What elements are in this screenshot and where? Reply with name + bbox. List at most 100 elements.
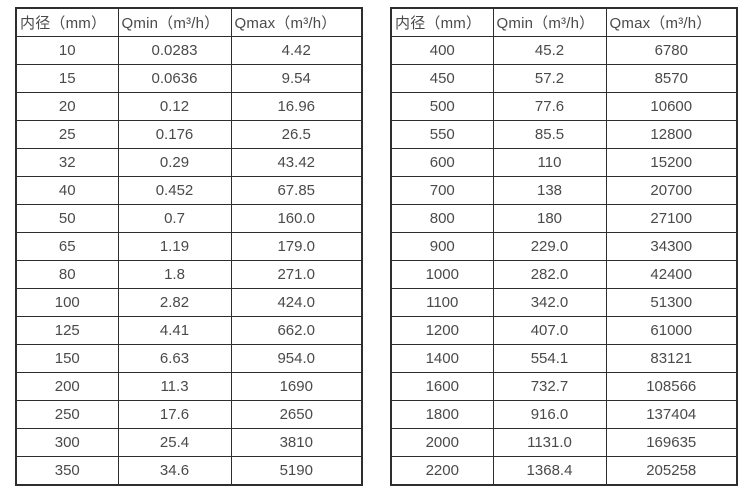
table-cell: 1131.0 <box>492 428 607 457</box>
table-cell: 600 <box>390 148 494 177</box>
table-row: 20 0.12 16.96 <box>15 92 363 121</box>
table-cell: 2650 <box>230 400 363 429</box>
table-cell: 10600 <box>605 92 738 121</box>
table-cell: 77.6 <box>492 92 607 121</box>
spec-table-large-diameters: 内径（mm） Qmin（m³/h） Qmax（m³/h） 400 45.2 6780… <box>390 7 738 486</box>
table-cell: 11.3 <box>117 372 232 401</box>
table-cell: 282.0 <box>492 260 607 289</box>
table-cell: 1800 <box>390 400 494 429</box>
table-header-row: 内径（mm） Qmin（m³/h） Qmax（m³/h） <box>390 7 738 37</box>
table-cell: 9.54 <box>230 64 363 93</box>
table-cell: 500 <box>390 92 494 121</box>
table-cell: 67.85 <box>230 176 363 205</box>
table-cell: 137404 <box>605 400 738 429</box>
table-row: 1000 282.0 42400 <box>390 260 738 289</box>
table-cell: 1.19 <box>117 232 232 261</box>
table-cell: 2.82 <box>117 288 232 317</box>
table-cell: 160.0 <box>230 204 363 233</box>
table-cell: 250 <box>15 400 119 429</box>
table-cell: 550 <box>390 120 494 149</box>
table-cell: 662.0 <box>230 316 363 345</box>
table-cell: 0.12 <box>117 92 232 121</box>
table-cell: 51300 <box>605 288 738 317</box>
table-cell: 0.29 <box>117 148 232 177</box>
table-cell: 125 <box>15 316 119 345</box>
spec-table-small-diameters: 内径（mm） Qmin（m³/h） Qmax（m³/h） 10 0.0283 4.4… <box>15 7 363 486</box>
table-row: 15 0.0636 9.54 <box>15 64 363 93</box>
table-cell: 229.0 <box>492 232 607 261</box>
table-cell: 16.96 <box>230 92 363 121</box>
table-cell: 916.0 <box>492 400 607 429</box>
table-cell: 954.0 <box>230 344 363 373</box>
table-cell: 10 <box>15 36 119 65</box>
table-row: 250 17.6 2650 <box>15 400 363 429</box>
table-cell: 1368.4 <box>492 456 607 486</box>
table-cell: 15200 <box>605 148 738 177</box>
table-cell: 65 <box>15 232 119 261</box>
table-cell: 57.2 <box>492 64 607 93</box>
table-cell: 1600 <box>390 372 494 401</box>
table-cell: 61000 <box>605 316 738 345</box>
table-cell: 180 <box>492 204 607 233</box>
table-body: 400 45.2 6780 450 57.2 8570 500 77.6 10600 550 85.… <box>390 36 738 486</box>
table-cell: 3810 <box>230 428 363 457</box>
table-cell: 1400 <box>390 344 494 373</box>
table-row: 2000 1131.0 169635 <box>390 428 738 457</box>
table-row: 40 0.452 67.85 <box>15 176 363 205</box>
table-row: 450 57.2 8570 <box>390 64 738 93</box>
table-row: 350 34.6 5190 <box>15 456 363 486</box>
table-cell: 83121 <box>605 344 738 373</box>
table-cell: 800 <box>390 204 494 233</box>
column-header-qmax: Qmax（m³/h） <box>605 7 738 37</box>
table-row: 50 0.7 160.0 <box>15 204 363 233</box>
table-cell: 8570 <box>605 64 738 93</box>
table-body: 10 0.0283 4.42 15 0.0636 9.54 20 0.12 16.96 25 0.1… <box>15 36 363 486</box>
table-cell: 85.5 <box>492 120 607 149</box>
column-header-qmin: Qmin（m³/h） <box>117 7 232 37</box>
table-cell: 42400 <box>605 260 738 289</box>
table-cell: 1000 <box>390 260 494 289</box>
table-row: 600 110 15200 <box>390 148 738 177</box>
table-cell: 450 <box>390 64 494 93</box>
table-cell: 25 <box>15 120 119 149</box>
table-row: 32 0.29 43.42 <box>15 148 363 177</box>
table-cell: 6780 <box>605 36 738 65</box>
table-cell: 40 <box>15 176 119 205</box>
table-cell: 50 <box>15 204 119 233</box>
table-cell: 342.0 <box>492 288 607 317</box>
table-cell: 17.6 <box>117 400 232 429</box>
table-cell: 27100 <box>605 204 738 233</box>
table-row: 900 229.0 34300 <box>390 232 738 261</box>
table-cell: 110 <box>492 148 607 177</box>
table-row: 150 6.63 954.0 <box>15 344 363 373</box>
table-cell: 138 <box>492 176 607 205</box>
tables-container: 内径（mm） Qmin（m³/h） Qmax（m³/h） 10 0.0283 4.4… <box>15 7 750 486</box>
table-row: 80 1.8 271.0 <box>15 260 363 289</box>
table-cell: 0.452 <box>117 176 232 205</box>
table-cell: 5190 <box>230 456 363 486</box>
table-cell: 0.0636 <box>117 64 232 93</box>
table-cell: 300 <box>15 428 119 457</box>
table-row: 500 77.6 10600 <box>390 92 738 121</box>
table-cell: 100 <box>15 288 119 317</box>
table-cell: 0.0283 <box>117 36 232 65</box>
table-row: 550 85.5 12800 <box>390 120 738 149</box>
table-cell: 150 <box>15 344 119 373</box>
table-row: 800 180 27100 <box>390 204 738 233</box>
table-cell: 200 <box>15 372 119 401</box>
table-cell: 900 <box>390 232 494 261</box>
table-row: 300 25.4 3810 <box>15 428 363 457</box>
table-cell: 1100 <box>390 288 494 317</box>
column-header-qmax: Qmax（m³/h） <box>230 7 363 37</box>
table-cell: 4.42 <box>230 36 363 65</box>
table-cell: 45.2 <box>492 36 607 65</box>
table-cell: 271.0 <box>230 260 363 289</box>
table-cell: 169635 <box>605 428 738 457</box>
table-row: 65 1.19 179.0 <box>15 232 363 261</box>
table-cell: 43.42 <box>230 148 363 177</box>
table-row: 400 45.2 6780 <box>390 36 738 65</box>
table-row: 1800 916.0 137404 <box>390 400 738 429</box>
table-row: 2200 1368.4 205258 <box>390 456 738 486</box>
table-cell: 179.0 <box>230 232 363 261</box>
